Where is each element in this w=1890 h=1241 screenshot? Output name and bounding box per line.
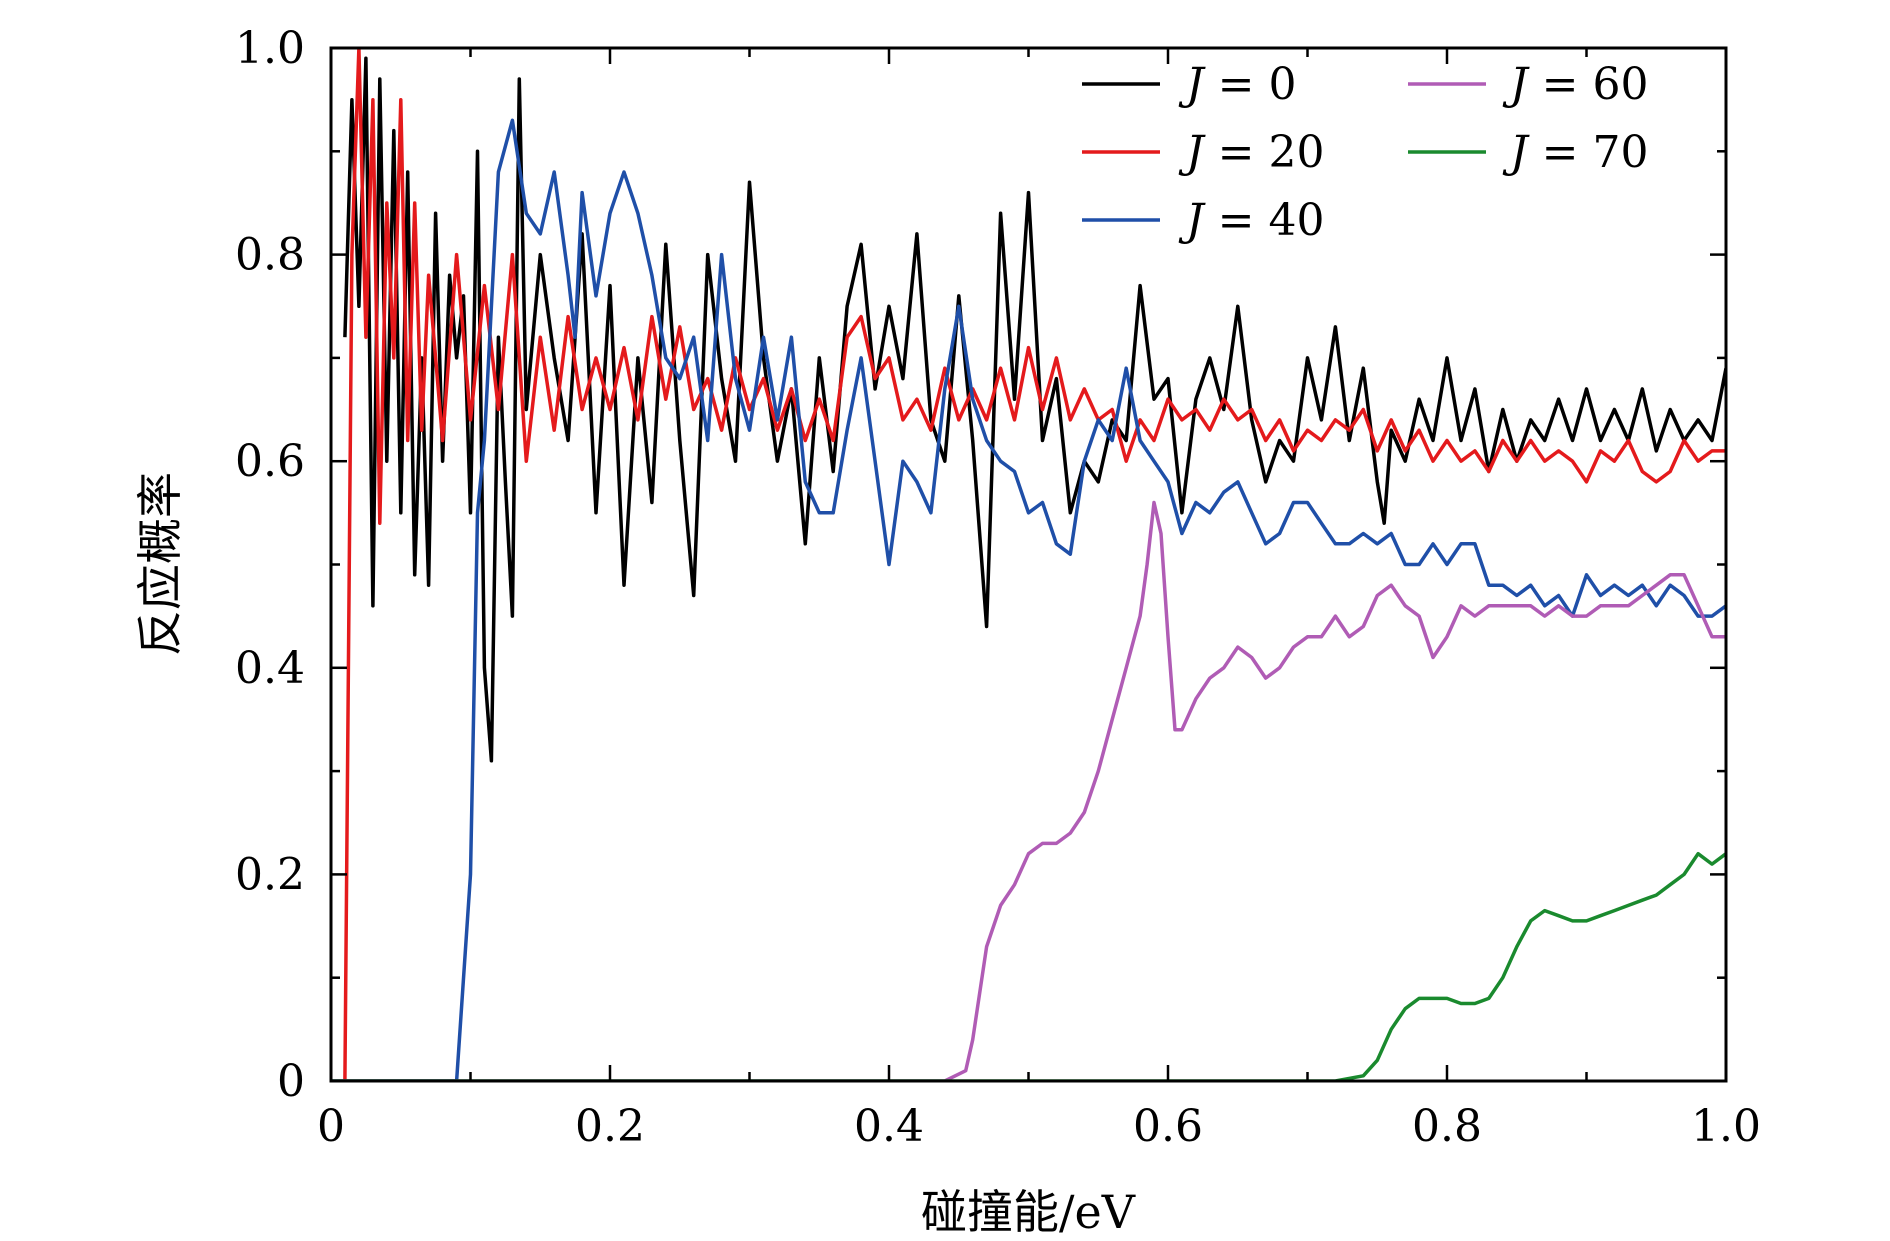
- x-tick-label: 0.2: [575, 1101, 645, 1152]
- series-line-2: [331, 118, 1726, 1081]
- x-tick-label: 0: [317, 1101, 345, 1152]
- legend-label: J = 40: [1178, 195, 1324, 246]
- y-tick-label: 0.4: [235, 643, 305, 694]
- y-tick-label: 0.2: [235, 849, 305, 900]
- y-tick-label: 0: [277, 1056, 305, 1107]
- legend-label: J = 0: [1178, 59, 1296, 110]
- y-axis-title: 反应概率: [133, 472, 187, 656]
- y-tick-label: 0.8: [235, 230, 305, 281]
- x-tick-labels: 0 0.2 0.4 0.6 0.8 1.0: [317, 1101, 1761, 1152]
- x-tick-label: 0.4: [854, 1101, 924, 1152]
- x-tick-label: 0.6: [1133, 1101, 1203, 1152]
- y-tick-label: 1.0: [235, 23, 305, 74]
- legend-label: J = 70: [1502, 127, 1648, 178]
- legend-label: J = 20: [1178, 127, 1324, 178]
- y-tick-labels: 0 0.2 0.4 0.6 0.8 1.0: [235, 23, 305, 1107]
- legend-label: J = 60: [1502, 59, 1648, 110]
- series-line-3: [331, 500, 1726, 1081]
- y-tick-label: 0.6: [235, 436, 305, 487]
- x-tick-label: 0.8: [1412, 1101, 1482, 1152]
- series-layer: [331, 48, 1726, 1081]
- tick-layer: [329, 46, 1728, 1083]
- x-tick-label: 1.0: [1691, 1101, 1761, 1152]
- legend: J = 0 J = 20 J = 40 J = 60 J = 70: [1082, 59, 1648, 246]
- series-line-1: [343, 48, 1726, 1081]
- x-axis-title: 碰撞能/eV: [921, 1185, 1136, 1239]
- series-line-0: [343, 56, 1726, 763]
- series-line-4: [331, 851, 1726, 1081]
